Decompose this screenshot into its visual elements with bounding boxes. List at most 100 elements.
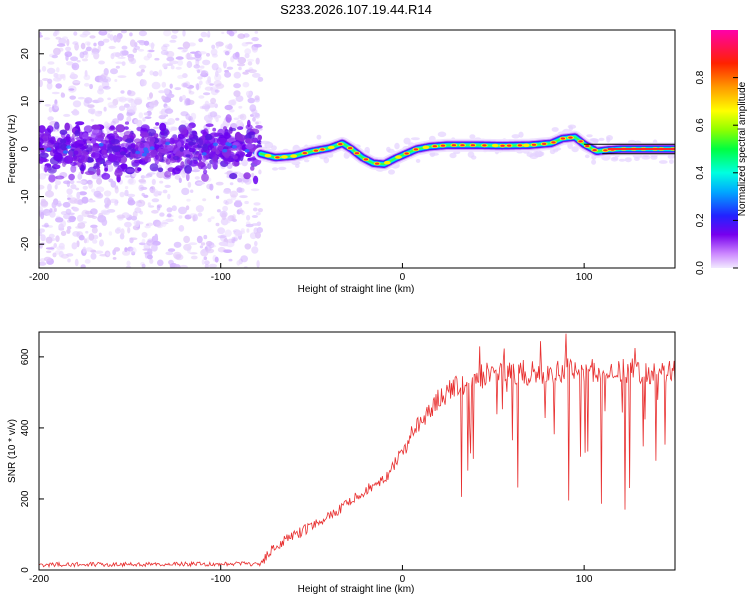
noise-blob bbox=[73, 31, 78, 36]
ridge-halo-blob bbox=[386, 146, 391, 153]
noise-core-blob bbox=[125, 138, 134, 144]
noise-blob bbox=[104, 203, 109, 208]
noise-blob bbox=[222, 205, 229, 212]
noise-core-blob bbox=[237, 126, 244, 130]
noise-blob bbox=[66, 180, 71, 188]
noise-blob bbox=[45, 236, 53, 244]
noise-blob bbox=[238, 105, 243, 109]
noise-blob bbox=[245, 223, 254, 228]
noise-core-blob bbox=[68, 151, 73, 158]
noise-blob bbox=[120, 90, 125, 94]
noise-blob bbox=[127, 199, 136, 206]
noise-blob bbox=[215, 181, 224, 186]
noise-blob bbox=[147, 107, 154, 111]
ridge-red-spot bbox=[592, 149, 597, 152]
noise-core-blob bbox=[159, 144, 164, 150]
noise-blob bbox=[237, 177, 243, 183]
noise-blob bbox=[247, 97, 256, 104]
noise-blob bbox=[65, 46, 72, 52]
noise-core-blob bbox=[229, 127, 237, 132]
noise-blob bbox=[103, 106, 107, 112]
noise-core-blob bbox=[74, 130, 80, 137]
noise-blob bbox=[114, 52, 121, 58]
noise-core-blob bbox=[160, 131, 165, 136]
ridge-halo-blob bbox=[272, 167, 279, 171]
noise-core-blob bbox=[250, 165, 255, 171]
noise-core-blob bbox=[119, 151, 126, 156]
colorbar-label: Normalized spectral amplitude bbox=[737, 81, 748, 216]
noise-blob bbox=[135, 221, 140, 228]
ridge-red-spot bbox=[432, 145, 437, 148]
noise-blob bbox=[174, 264, 181, 268]
noise-blob bbox=[246, 214, 251, 221]
noise-blob bbox=[149, 92, 153, 99]
noise-blob bbox=[90, 118, 95, 122]
ridge-halo-blob bbox=[388, 169, 395, 175]
noise-blob bbox=[185, 205, 190, 211]
noise-core-blob bbox=[232, 155, 238, 160]
noise-blob bbox=[101, 73, 108, 78]
noise-blob bbox=[87, 199, 96, 203]
noise-blob bbox=[174, 87, 182, 91]
noise-blob bbox=[240, 228, 245, 233]
noise-core-blob bbox=[200, 165, 208, 170]
noise-core-blob bbox=[39, 130, 44, 139]
noise-blob bbox=[233, 71, 241, 79]
noise-core-blob bbox=[121, 142, 129, 148]
noise-blob bbox=[47, 183, 52, 192]
noise-blob bbox=[169, 60, 179, 65]
noise-blob bbox=[60, 92, 64, 96]
noise-blob bbox=[166, 56, 175, 62]
ridge-halo-blob bbox=[526, 152, 535, 158]
noise-blob bbox=[141, 263, 146, 268]
noise-blob bbox=[238, 173, 245, 178]
noise-blob bbox=[46, 212, 53, 216]
ridge-halo-blob bbox=[658, 160, 668, 164]
noise-blob bbox=[42, 78, 49, 81]
noise-core-blob bbox=[172, 167, 181, 175]
noise-blob bbox=[87, 161, 95, 168]
ridge-yellow-spot bbox=[383, 160, 391, 165]
noise-blob bbox=[55, 180, 61, 186]
noise-blob bbox=[122, 250, 131, 256]
noise-blob bbox=[239, 113, 247, 121]
noise-core-blob bbox=[123, 126, 129, 130]
noise-blob bbox=[76, 214, 84, 222]
ridge-halo-blob bbox=[667, 154, 675, 159]
ridge-halo-blob bbox=[551, 127, 559, 132]
noise-blob bbox=[203, 92, 211, 96]
ridge-halo-blob bbox=[624, 157, 632, 163]
noise-blob bbox=[251, 246, 259, 254]
noise-blob bbox=[203, 114, 213, 122]
ridge-halo-blob bbox=[437, 131, 447, 138]
noise-core-blob bbox=[140, 155, 151, 160]
noise-blob bbox=[119, 50, 125, 57]
noise-blob bbox=[149, 258, 154, 264]
noise-core-blob bbox=[100, 139, 109, 144]
noise-core-blob bbox=[103, 149, 108, 155]
noise-blob bbox=[183, 235, 191, 244]
noise-blob bbox=[161, 81, 167, 88]
colorbar-tick-label: 0.4 bbox=[695, 165, 706, 179]
noise-blob bbox=[216, 209, 221, 213]
noise-blob bbox=[180, 120, 187, 124]
noise-core-blob bbox=[106, 133, 115, 140]
snr-y-tick-label: 400 bbox=[20, 419, 31, 436]
noise-blob bbox=[215, 195, 220, 199]
noise-blob bbox=[56, 43, 66, 47]
noise-blob bbox=[143, 55, 150, 61]
noise-blob bbox=[84, 82, 90, 87]
noise-core-blob bbox=[64, 122, 70, 131]
ridge-halo-blob bbox=[260, 140, 271, 144]
noise-blob bbox=[232, 52, 240, 60]
noise-blob bbox=[182, 41, 191, 49]
noise-blob bbox=[43, 37, 51, 40]
noise-blob bbox=[55, 83, 62, 89]
noise-blob bbox=[152, 71, 159, 77]
noise-blob bbox=[108, 104, 118, 109]
noise-blob bbox=[140, 186, 148, 190]
noise-core-blob bbox=[75, 136, 83, 141]
noise-core-blob bbox=[192, 156, 199, 161]
noise-blob bbox=[106, 30, 113, 33]
